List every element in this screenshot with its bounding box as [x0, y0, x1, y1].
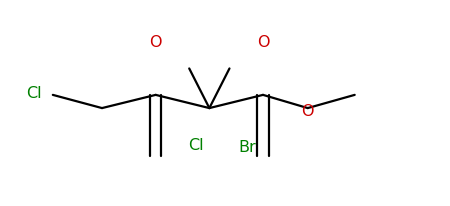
- Text: O: O: [257, 35, 269, 50]
- Text: O: O: [302, 104, 314, 119]
- Text: Cl: Cl: [188, 138, 204, 153]
- Text: O: O: [149, 35, 162, 50]
- Text: Cl: Cl: [26, 86, 42, 101]
- Text: Br: Br: [238, 140, 256, 155]
